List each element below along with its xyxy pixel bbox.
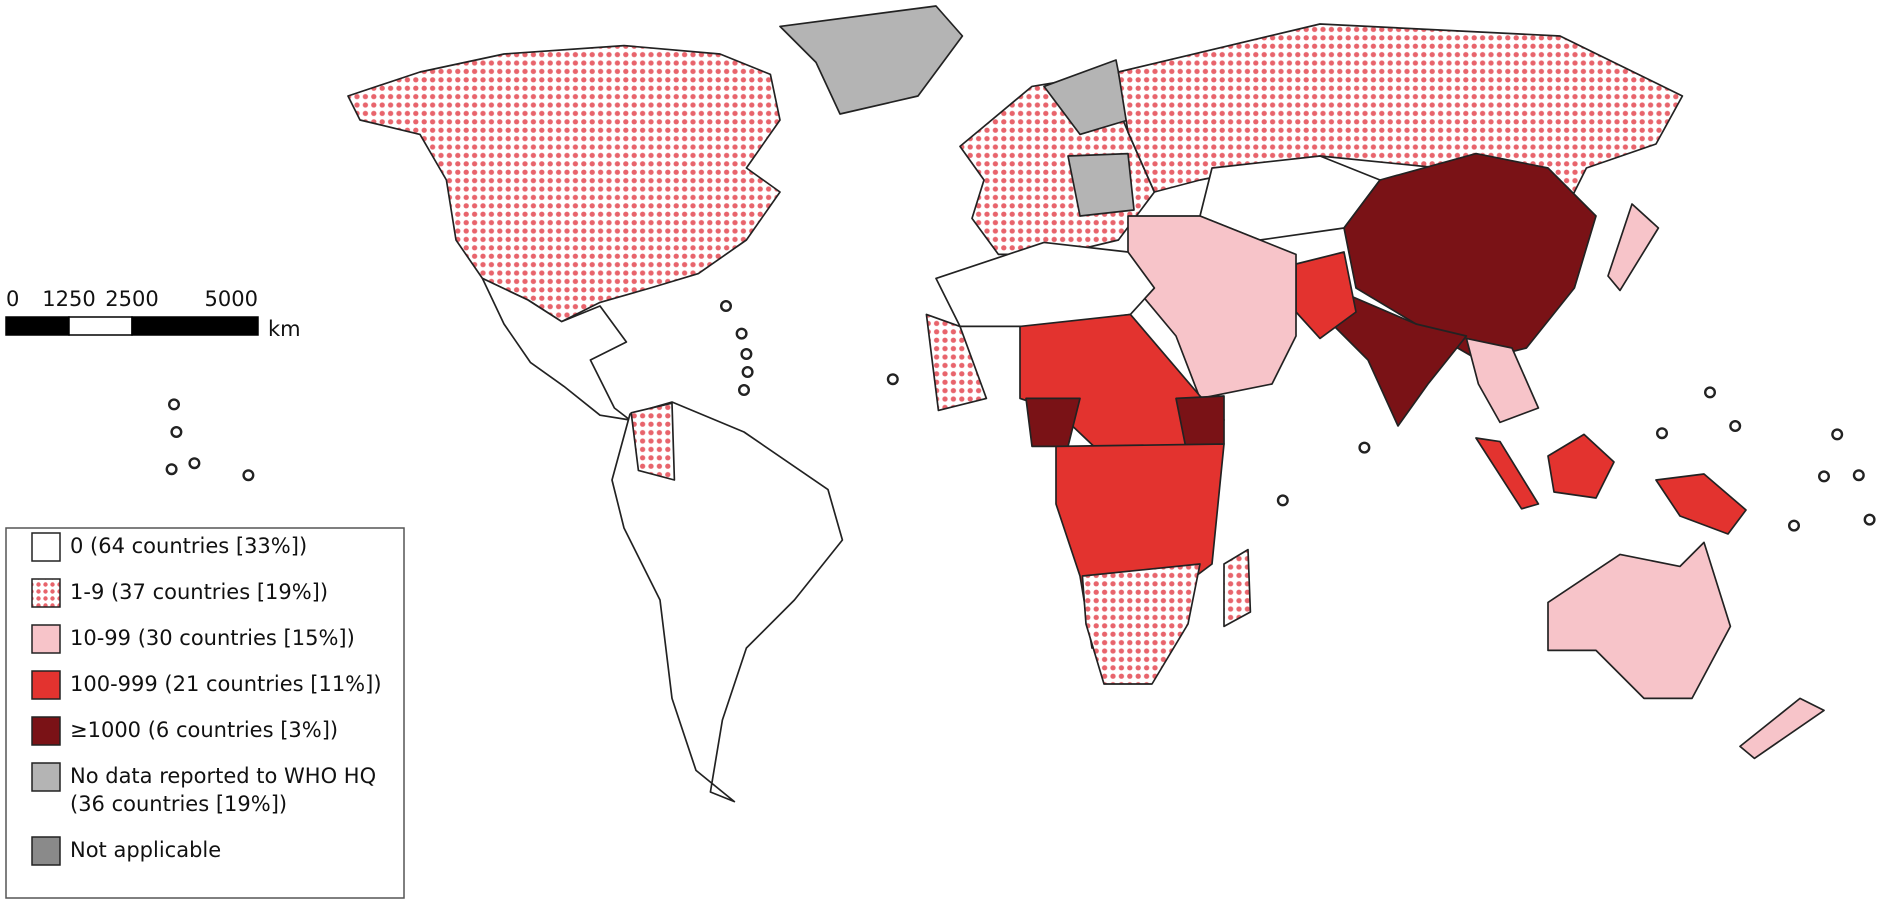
greenland (779, 5, 964, 115)
legend-swatch (31, 532, 61, 562)
southern-africa (1081, 563, 1201, 685)
legend-label: Not applicable (70, 838, 221, 862)
sumatra (1475, 437, 1540, 510)
scale-segment (68, 316, 133, 336)
legend-swatch (31, 624, 61, 654)
nigeria (1025, 397, 1081, 448)
small-islands (165, 300, 1876, 532)
central-america (481, 277, 631, 421)
new-zealand (1739, 697, 1825, 760)
north-africa (935, 241, 1156, 328)
japan (1607, 203, 1660, 292)
legend-swatch (31, 836, 61, 866)
north-america (347, 44, 781, 323)
east-europe (1067, 152, 1135, 217)
legend-label: 10-99 (30 countries [15%]) (70, 626, 355, 650)
india (1331, 287, 1468, 427)
legend-swatch (31, 762, 61, 792)
legend-label: ≥1000 (6 countries [3%]) (70, 718, 338, 742)
scale-label: 1250 (42, 287, 95, 311)
madagascar (1223, 548, 1252, 628)
scale-segment (131, 316, 259, 336)
legend-box (5, 527, 405, 899)
scale-label: 2500 (105, 287, 158, 311)
legend-swatch (31, 716, 61, 746)
scale-label: 5000 (205, 287, 258, 311)
legend-swatch (31, 670, 61, 700)
colombia (630, 402, 676, 481)
borneo (1547, 433, 1615, 499)
legend-label: (36 countries [19%]) (70, 792, 287, 816)
scale-label: 0 (6, 287, 19, 311)
china (1343, 152, 1597, 361)
new-guinea (1655, 473, 1747, 535)
legend-swatch (31, 578, 61, 608)
legend-label: 1-9 (37 countries [19%]) (70, 580, 328, 604)
south-america (611, 401, 844, 803)
southeast-asia (1465, 337, 1540, 424)
west-africa (925, 313, 988, 412)
legend-label: No data reported to WHO HQ (70, 764, 376, 788)
scale-unit: km (268, 317, 301, 341)
map (165, 5, 1876, 803)
australia (1547, 541, 1732, 700)
legend-label: 0 (64 countries [33%]) (70, 534, 307, 558)
legend-label: 100-999 (21 countries [11%]) (70, 672, 382, 696)
scale-segment (5, 316, 70, 336)
